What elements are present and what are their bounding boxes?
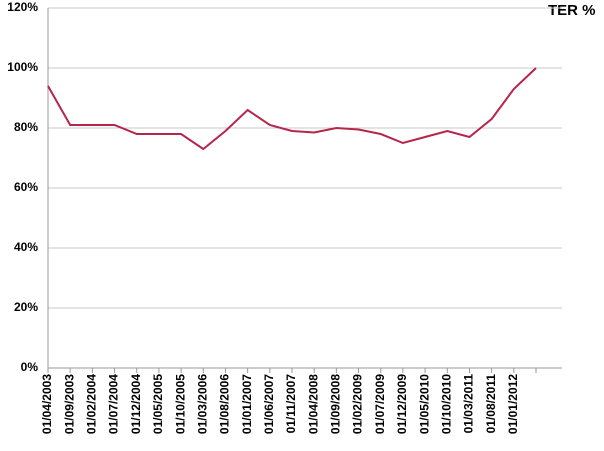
x-tick-label: 01/05/2005 <box>151 374 165 434</box>
x-tick-label: 01/11/2007 <box>284 374 298 434</box>
chart-title: TER % <box>548 2 596 19</box>
x-tick-label: 01/12/2009 <box>395 374 409 434</box>
line-series <box>47 67 537 151</box>
x-tick-label: 01/04/2008 <box>306 374 320 434</box>
x-tick-label: 01/12/2004 <box>129 374 143 434</box>
y-tick-label: 0% <box>21 360 39 374</box>
y-tick-label: 120% <box>7 0 38 14</box>
x-tick-label: 01/07/2009 <box>373 374 387 434</box>
x-tick-label: 01/01/2012 <box>506 374 520 434</box>
y-tick-label: 80% <box>14 120 38 134</box>
x-tick-label: 01/05/2010 <box>417 374 431 434</box>
x-tick-label: 01/02/2004 <box>85 374 99 434</box>
x-tick-label: 01/03/2006 <box>195 374 209 434</box>
y-tick-label: 20% <box>14 300 38 314</box>
x-tick-label: 01/07/2004 <box>107 374 121 434</box>
x-tick-label: 01/10/2010 <box>439 374 453 434</box>
x-tick-label: 01/10/2005 <box>173 374 187 434</box>
x-tick-label: 01/03/2011 <box>462 374 476 434</box>
y-tick-label: 100% <box>7 60 38 74</box>
y-tick-label: 40% <box>14 240 38 254</box>
y-tick-label: 60% <box>14 180 38 194</box>
x-tick-label: 01/04/2003 <box>40 374 54 434</box>
x-tick-label: 01/08/2006 <box>218 374 232 434</box>
x-tick-label: 01/09/2003 <box>62 374 76 434</box>
x-tick-label: 01/01/2007 <box>240 374 254 434</box>
x-tick-label: 01/02/2009 <box>351 374 365 434</box>
x-tick-label: 01/06/2007 <box>262 374 276 434</box>
x-tick-label: 01/09/2008 <box>329 374 343 434</box>
x-tick-label: 01/08/2011 <box>484 374 498 434</box>
